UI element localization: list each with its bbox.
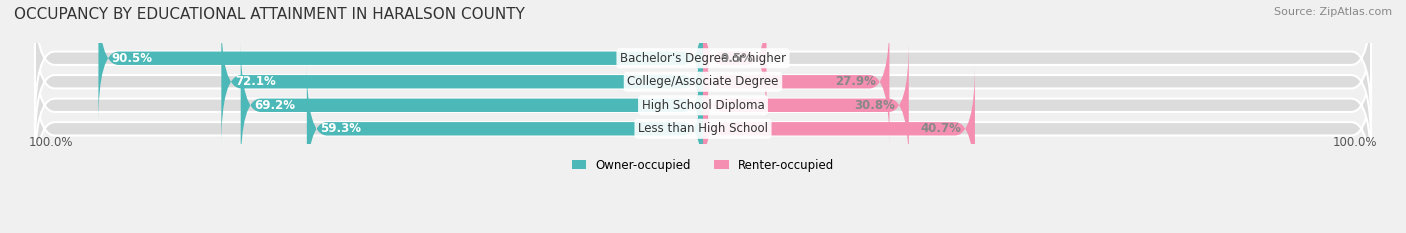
FancyBboxPatch shape — [35, 0, 1371, 122]
Text: 72.1%: 72.1% — [235, 75, 276, 88]
FancyBboxPatch shape — [703, 65, 974, 193]
Text: 27.9%: 27.9% — [835, 75, 876, 88]
FancyBboxPatch shape — [307, 65, 703, 193]
Text: 69.2%: 69.2% — [254, 99, 295, 112]
FancyBboxPatch shape — [35, 41, 1371, 169]
Text: 9.5%: 9.5% — [720, 52, 754, 65]
FancyBboxPatch shape — [240, 41, 703, 169]
FancyBboxPatch shape — [703, 18, 890, 146]
FancyBboxPatch shape — [35, 18, 1371, 146]
Text: 59.3%: 59.3% — [321, 122, 361, 135]
Text: Less than High School: Less than High School — [638, 122, 768, 135]
Text: Source: ZipAtlas.com: Source: ZipAtlas.com — [1274, 7, 1392, 17]
Text: 100.0%: 100.0% — [1333, 136, 1378, 149]
Legend: Owner-occupied, Renter-occupied: Owner-occupied, Renter-occupied — [567, 154, 839, 177]
Text: High School Diploma: High School Diploma — [641, 99, 765, 112]
FancyBboxPatch shape — [703, 0, 766, 122]
Text: 90.5%: 90.5% — [112, 52, 153, 65]
Text: 40.7%: 40.7% — [921, 122, 962, 135]
FancyBboxPatch shape — [221, 18, 703, 146]
Text: 30.8%: 30.8% — [855, 99, 896, 112]
FancyBboxPatch shape — [98, 0, 703, 122]
Text: OCCUPANCY BY EDUCATIONAL ATTAINMENT IN HARALSON COUNTY: OCCUPANCY BY EDUCATIONAL ATTAINMENT IN H… — [14, 7, 524, 22]
Text: Bachelor's Degree or higher: Bachelor's Degree or higher — [620, 52, 786, 65]
Text: 100.0%: 100.0% — [28, 136, 73, 149]
FancyBboxPatch shape — [35, 65, 1371, 193]
Text: College/Associate Degree: College/Associate Degree — [627, 75, 779, 88]
FancyBboxPatch shape — [703, 41, 908, 169]
